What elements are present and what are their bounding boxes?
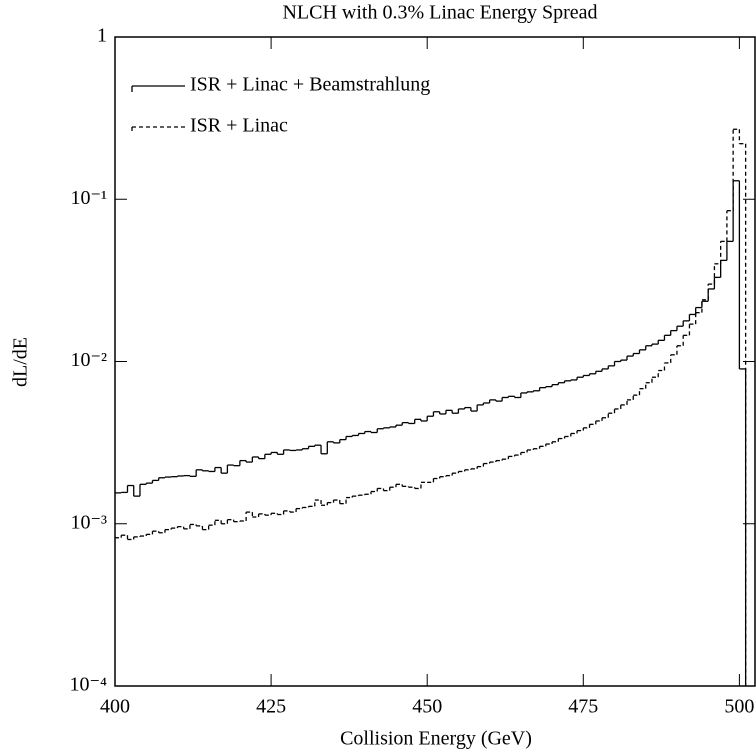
y-tick-label: 10⁻⁴ [69,674,107,696]
x-tick-label: 450 [412,696,442,718]
y-axis-label: dL/dE [10,337,32,387]
chart-title: NLCH with 0.3% Linac Energy Spread [282,2,597,24]
y-tick-label: 1 [97,25,107,47]
y-tick-label: 10⁻² [70,349,107,371]
y-tick-label: 10⁻¹ [70,187,107,209]
x-tick-label: 500 [724,696,754,718]
x-tick-label: 400 [100,696,130,718]
legend-label: ISR + Linac [190,115,288,137]
x-tick-label: 425 [256,696,286,718]
x-axis-label: Collision Energy (GeV) [340,728,532,750]
legend-label: ISR + Linac + Beamstrahlung [190,74,430,96]
x-tick-label: 475 [568,696,598,718]
y-tick-label: 10⁻³ [70,511,107,533]
